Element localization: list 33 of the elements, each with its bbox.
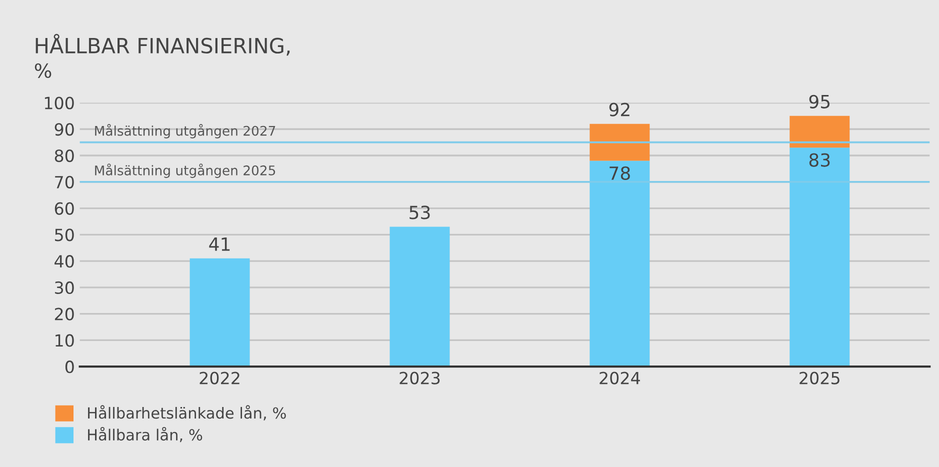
bar: [790, 148, 850, 367]
y-tick-label: 30: [55, 281, 74, 294]
bar: [590, 124, 650, 161]
y-tick-label: 50: [55, 228, 74, 242]
bar: [590, 160, 650, 367]
ref-line-label: Målsättning utgången 2027: [95, 124, 276, 138]
data-label: 53: [410, 206, 430, 220]
total-label: 95: [809, 94, 830, 108]
y-axis-title: %: [34, 63, 52, 78]
data-label: 78: [610, 166, 630, 180]
x-tick-label: 2023: [400, 372, 440, 384]
y-tick-label: 40: [54, 255, 74, 268]
x-tick-label: 2024: [600, 372, 640, 384]
y-tick-label: 90: [54, 123, 74, 136]
y-tick-label: 80: [54, 149, 74, 162]
legend-label: Hållbarhetslänkade lån, %: [88, 405, 286, 420]
data-label: 83: [809, 153, 830, 167]
y-tick-label: 0: [65, 360, 74, 374]
y-tick-label: 70: [55, 176, 74, 188]
total-label: 92: [609, 102, 630, 116]
y-tick-label: 60: [54, 202, 74, 215]
ref-line-label: Målsättning utgången 2025: [95, 164, 276, 178]
bar: [390, 226, 450, 367]
x-tick-label: 2025: [800, 372, 840, 384]
legend-label: Hållbara lån, %: [88, 426, 202, 442]
y-tick-label: 20: [54, 308, 74, 320]
x-tick-label: 2022: [200, 372, 240, 384]
y-tick-label: 10: [56, 334, 74, 347]
y-tick-label: 100: [44, 96, 74, 110]
chart-title: HÅLLBAR FINANSIERING,: [36, 34, 290, 56]
data-label: 41: [209, 238, 230, 251]
bar: [790, 116, 850, 148]
bar: [190, 258, 250, 367]
